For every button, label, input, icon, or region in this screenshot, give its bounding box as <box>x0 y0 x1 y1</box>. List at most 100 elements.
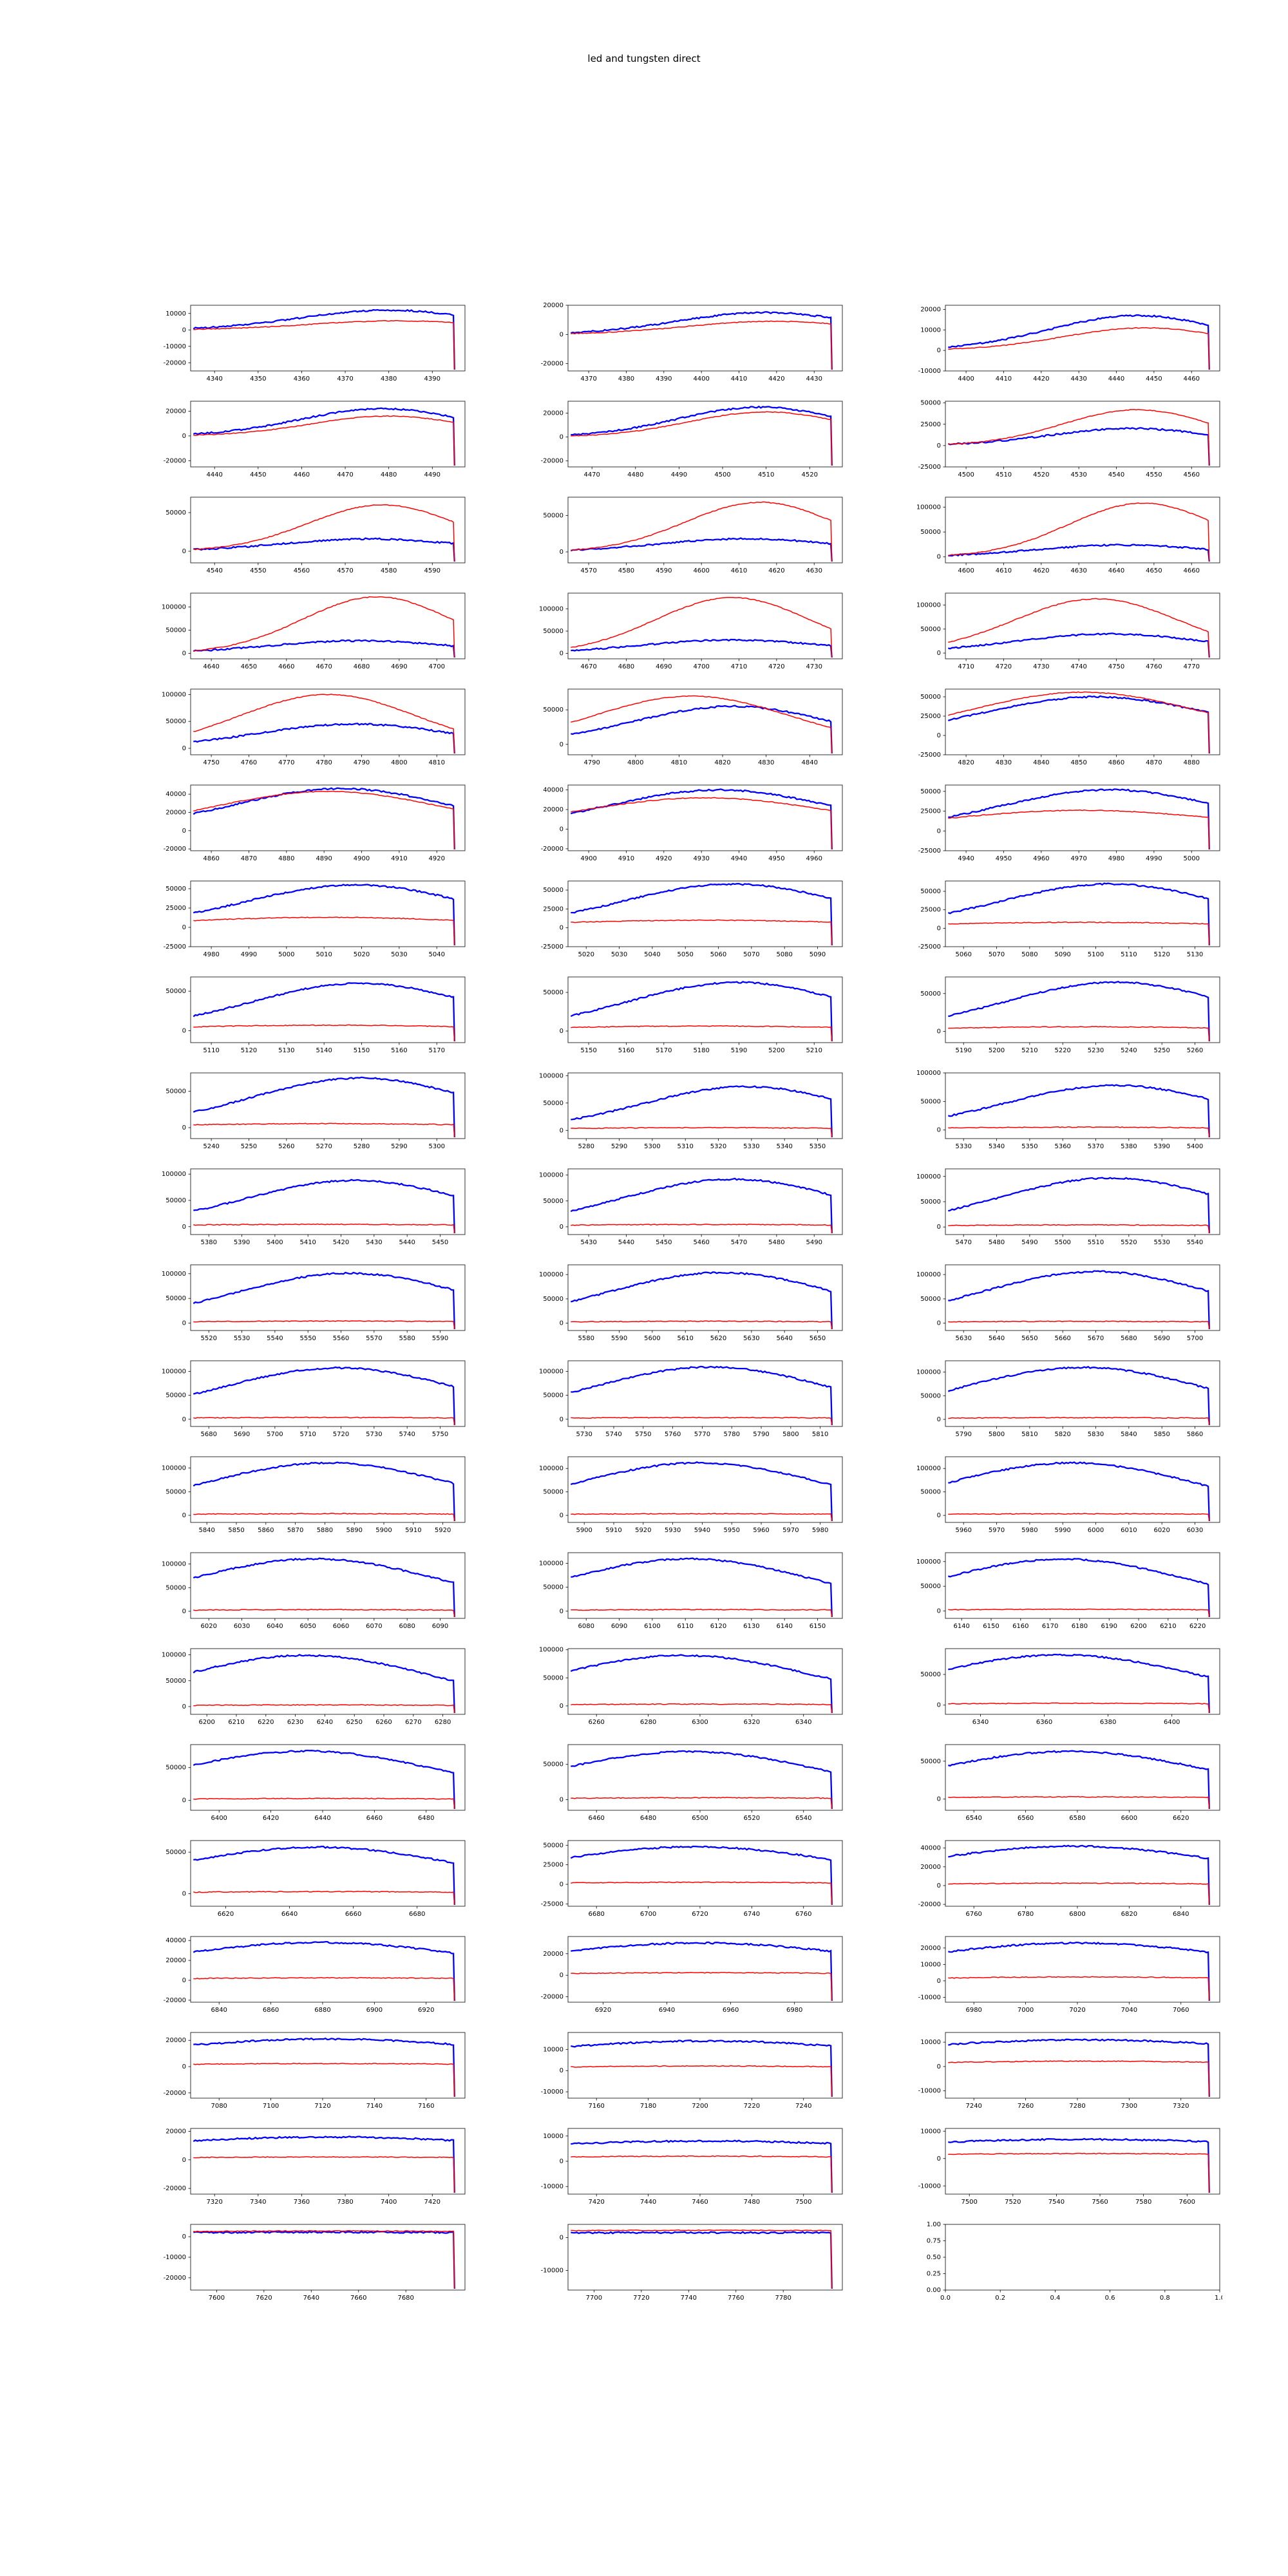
x-tick-label: 5860 <box>258 1527 274 1534</box>
x-tick-label: 4520 <box>802 471 818 478</box>
x-tick-label: 5770 <box>694 1431 710 1438</box>
x-tick-label: 4440 <box>1108 375 1124 383</box>
x-tick-label: 6010 <box>1121 1527 1137 1534</box>
y-tick-label: 0.00 <box>927 2287 941 2294</box>
x-tick-label: 5140 <box>316 1047 332 1054</box>
x-tick-label: 6360 <box>1036 1719 1052 1726</box>
subplot-52: 6840 6860 6880 6900 6920 -20000 0 20000 40000 <box>164 1936 466 2014</box>
x-tick-label: 5200 <box>768 1047 784 1054</box>
x-tick-label: 4580 <box>618 567 634 574</box>
axes-box <box>190 1552 466 1619</box>
subplot-47: 6460 6480 6500 6520 6540 0 50000 <box>543 1744 843 1822</box>
subplot-cell: 5280 5290 5300 5310 5320 5330 5340 5350 0 50000 10… <box>532 1070 845 1166</box>
x-tick-label: 5900 <box>375 1527 392 1534</box>
y-tick-label: 10000 <box>166 310 186 317</box>
led-series <box>570 1177 833 1234</box>
subplot-cell: 5060 5070 5080 5090 5100 5110 5120 5130 -25000 0 2… <box>909 878 1222 974</box>
x-tick-label: 6260 <box>375 1719 392 1726</box>
tungsten-series <box>571 1797 833 1810</box>
y-tick-label: 50000 <box>543 1489 564 1496</box>
x-tick-label: 5930 <box>665 1527 681 1534</box>
tungsten-series <box>948 1224 1210 1234</box>
x-tick-label: 7300 <box>1121 2103 1137 2110</box>
tungsten-series <box>948 921 1210 946</box>
x-tick-label: 5610 <box>677 1335 693 1342</box>
x-tick-label: 5340 <box>989 1143 1005 1150</box>
led-series <box>193 1271 455 1330</box>
y-tick-label: -10000 <box>164 2254 186 2261</box>
y-tick-label: 20000 <box>166 1957 186 1964</box>
x-tick-label: 4400 <box>958 375 974 383</box>
x-tick-label: 6340 <box>972 1719 989 1726</box>
y-tick-label: 50000 <box>166 627 186 634</box>
axes-box <box>190 1168 466 1235</box>
x-tick-label: 5040 <box>429 951 445 958</box>
led-series <box>571 1750 833 1810</box>
x-tick-label: 4790 <box>583 759 600 766</box>
x-tick-label: 6560 <box>1018 1815 1034 1822</box>
x-tick-label: 6460 <box>366 1815 383 1822</box>
y-tick-label: 0 <box>937 650 941 657</box>
x-tick-label: 5400 <box>267 1239 283 1246</box>
subplot-cell: 7420 7440 7460 7480 7500 -10000 0 10000 <box>532 2126 845 2222</box>
subplot-36: 5790 5800 5810 5820 5830 5840 5850 5860 0 50000 10… <box>916 1360 1220 1438</box>
tungsten-series <box>948 502 1210 562</box>
led-series <box>193 884 455 946</box>
y-tick-label: 50000 <box>543 628 564 635</box>
tungsten-series <box>193 1416 455 1426</box>
x-tick-label: 6030 <box>1187 1527 1203 1534</box>
x-tick-label: 7540 <box>1048 2199 1065 2206</box>
x-tick-label: 5170 <box>429 1047 445 1054</box>
y-tick-label: 50000 <box>166 1765 186 1772</box>
x-tick-label: 6100 <box>644 1623 660 1630</box>
x-tick-label: 5630 <box>743 1335 759 1342</box>
x-tick-label: 5270 <box>316 1143 332 1150</box>
x-tick-label: 5630 <box>956 1335 972 1342</box>
led-series <box>193 723 455 754</box>
y-tick-label: 0.75 <box>927 2238 941 2245</box>
y-tick-label: 50000 <box>920 788 941 795</box>
y-tick-label: 50000 <box>166 1849 186 1856</box>
subplot-cell: 4340 4350 4360 4370 4380 4390 -20000 -10000 0 100… <box>155 303 468 399</box>
axes-box <box>567 2224 843 2291</box>
tungsten-series <box>571 919 833 946</box>
led-series <box>948 1461 1210 1522</box>
x-tick-label: 6720 <box>692 1911 708 1918</box>
axes-box <box>190 2128 466 2195</box>
x-tick-label: 5760 <box>665 1431 681 1438</box>
x-tick-label: 6480 <box>640 1815 656 1822</box>
x-tick-label: 5740 <box>605 1431 621 1438</box>
x-tick-label: 5070 <box>743 951 759 958</box>
x-tick-label: 6150 <box>810 1623 826 1630</box>
y-tick-label: -20000 <box>164 846 186 853</box>
axes-box <box>190 497 466 564</box>
y-tick-label: -10000 <box>918 368 941 375</box>
x-tick-label: 5250 <box>241 1143 257 1150</box>
y-tick-label: 0 <box>182 2233 186 2240</box>
subplot-cell: 6540 6560 6580 6600 6620 0 50000 <box>909 1742 1222 1838</box>
x-tick-label: 5800 <box>782 1431 799 1438</box>
y-tick-label: -10000 <box>541 2183 564 2190</box>
y-tick-label: 0.25 <box>927 2271 941 2278</box>
subplot-24: 5190 5200 5210 5220 5230 5240 5250 5260 0 50000 <box>920 976 1220 1054</box>
subplot-62: 7700 7720 7740 7760 7780 -10000 0 <box>541 2224 843 2302</box>
tungsten-series <box>571 501 833 562</box>
x-tick-label: 4470 <box>337 471 353 478</box>
subplot-cell: 6760 6780 6800 6820 6840 -20000 0 20000 40000 <box>909 1838 1222 1934</box>
led-series <box>948 980 1210 1042</box>
y-tick-label: 20000 <box>543 806 564 813</box>
axes-box <box>567 2032 843 2099</box>
y-tick-label: 50000 <box>543 887 564 894</box>
y-tick-label: 0 <box>182 1512 186 1519</box>
x-tick-label: 5810 <box>1021 1431 1037 1438</box>
x-tick-label: 4600 <box>693 567 709 574</box>
x-tick-label: 5470 <box>956 1239 972 1246</box>
axes-box <box>567 1552 843 1619</box>
tungsten-series <box>193 1223 455 1234</box>
tungsten-series <box>571 2065 833 2098</box>
x-tick-label: 4880 <box>278 855 294 862</box>
subplot-29: 5430 5440 5450 5460 5470 5480 5490 0 50000 100000 <box>539 1168 843 1246</box>
y-tick-label: 50000 <box>920 990 941 998</box>
tungsten-series <box>193 1976 455 2002</box>
